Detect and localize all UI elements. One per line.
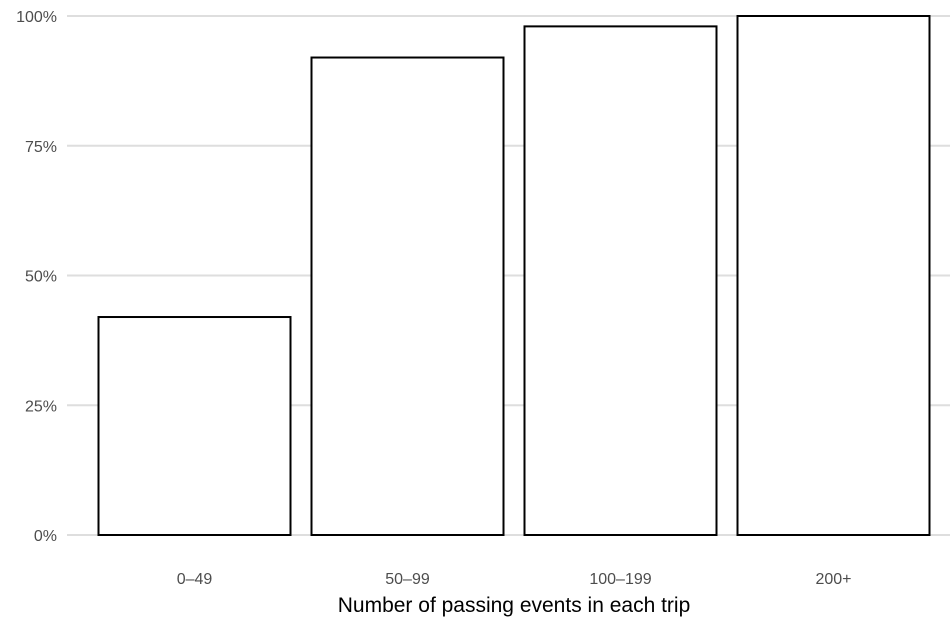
x-tick-label: 0–49 bbox=[177, 571, 213, 588]
y-axis-tick-labels: 0% 25% 50% 75% 100% bbox=[16, 9, 57, 545]
y-tick-label: 0% bbox=[34, 528, 57, 545]
x-axis-title: Number of passing events in each trip bbox=[338, 594, 691, 617]
y-tick-label: 25% bbox=[25, 398, 57, 415]
y-tick-label: 75% bbox=[25, 139, 57, 156]
bar-3 bbox=[738, 16, 930, 535]
bar-2 bbox=[525, 26, 717, 535]
bar-0 bbox=[99, 317, 291, 535]
x-tick-label: 100–199 bbox=[589, 571, 651, 588]
y-tick-label: 100% bbox=[16, 9, 57, 26]
x-tick-label: 200+ bbox=[815, 571, 851, 588]
x-tick-label: 50–99 bbox=[385, 571, 430, 588]
x-axis-tick-labels: 0–49 50–99 100–199 200+ bbox=[177, 571, 852, 588]
bar-1 bbox=[312, 58, 504, 535]
y-tick-label: 50% bbox=[25, 269, 57, 286]
